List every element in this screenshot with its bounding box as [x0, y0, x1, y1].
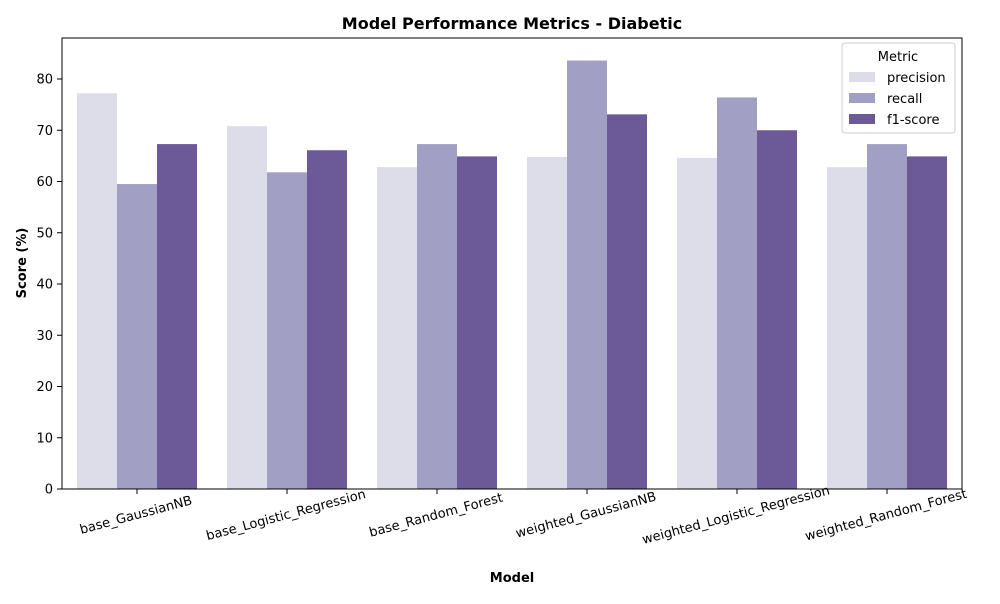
y-tick-label: 30 [36, 329, 53, 344]
y-tick-label: 20 [36, 380, 53, 395]
bar-recall-weighted_Random_Forest [867, 144, 907, 489]
bar-f1-score-base_GaussianNB [157, 144, 197, 489]
bar-f1-score-base_Random_Forest [457, 156, 497, 489]
bar-recall-base_GaussianNB [117, 184, 157, 489]
bar-precision-base_Logistic_Regression [227, 126, 267, 490]
bar-recall-weighted_Logistic_Regression [717, 97, 757, 489]
bar-f1-score-weighted_GaussianNB [607, 114, 647, 490]
y-tick-label: 60 [36, 175, 53, 190]
legend-label-f1-score: f1-score [887, 113, 939, 128]
bar-recall-base_Random_Forest [417, 144, 457, 489]
bar-recall-weighted_GaussianNB [567, 60, 607, 490]
y-axis: 0 10 20 30 40 50 60 70 80 [36, 73, 62, 498]
legend-box [841, 42, 956, 134]
legend-title: Metric [878, 50, 918, 65]
legend-label-recall: recall [887, 92, 922, 107]
x-tick-label: base_Logistic_Regression [205, 487, 368, 544]
legend: Metric precision recall f1-score [841, 42, 956, 134]
bar-recall-base_Logistic_Regression [267, 172, 307, 489]
x-tick-label: weighted_GaussianNB [514, 490, 658, 542]
y-tick-label: 80 [36, 73, 53, 88]
bar-precision-weighted_GaussianNB [527, 156, 567, 489]
x-tick-label: weighted_Logistic_Regression [641, 483, 832, 548]
chart-title: Model Performance Metrics - Diabetic [342, 14, 682, 33]
y-tick-label: 10 [36, 431, 53, 446]
bar-precision-weighted_Random_Forest [827, 167, 867, 489]
bar-precision-base_Random_Forest [377, 167, 417, 489]
bar-f1-score-weighted_Random_Forest [907, 156, 947, 489]
legend-swatch-recall [849, 93, 875, 103]
bars-group [77, 60, 947, 490]
bar-precision-weighted_Logistic_Regression [677, 157, 717, 490]
y-axis-label: Score (%) [15, 228, 30, 299]
y-tick-label: 0 [45, 483, 53, 498]
bar-f1-score-weighted_Logistic_Regression [757, 130, 797, 489]
plot-frame [61, 37, 963, 490]
legend-swatch-precision [849, 72, 875, 82]
legend-swatch-f1-score [849, 114, 875, 124]
bar-precision-base_GaussianNB [77, 93, 117, 489]
y-tick-label: 70 [36, 124, 53, 139]
y-tick-label: 40 [36, 278, 53, 293]
legend-label-precision: precision [887, 71, 946, 86]
legend-items: precision recall f1-score [849, 71, 946, 128]
bar-f1-score-base_Logistic_Regression [307, 150, 347, 490]
x-axis: base_GaussianNB base_Logistic_Regression b… [78, 483, 968, 548]
x-axis-label: Model [490, 571, 534, 586]
y-tick-label: 50 [36, 226, 53, 241]
x-tick-label: base_GaussianNB [78, 493, 194, 537]
x-tick-label: base_Random_Forest [368, 491, 505, 541]
